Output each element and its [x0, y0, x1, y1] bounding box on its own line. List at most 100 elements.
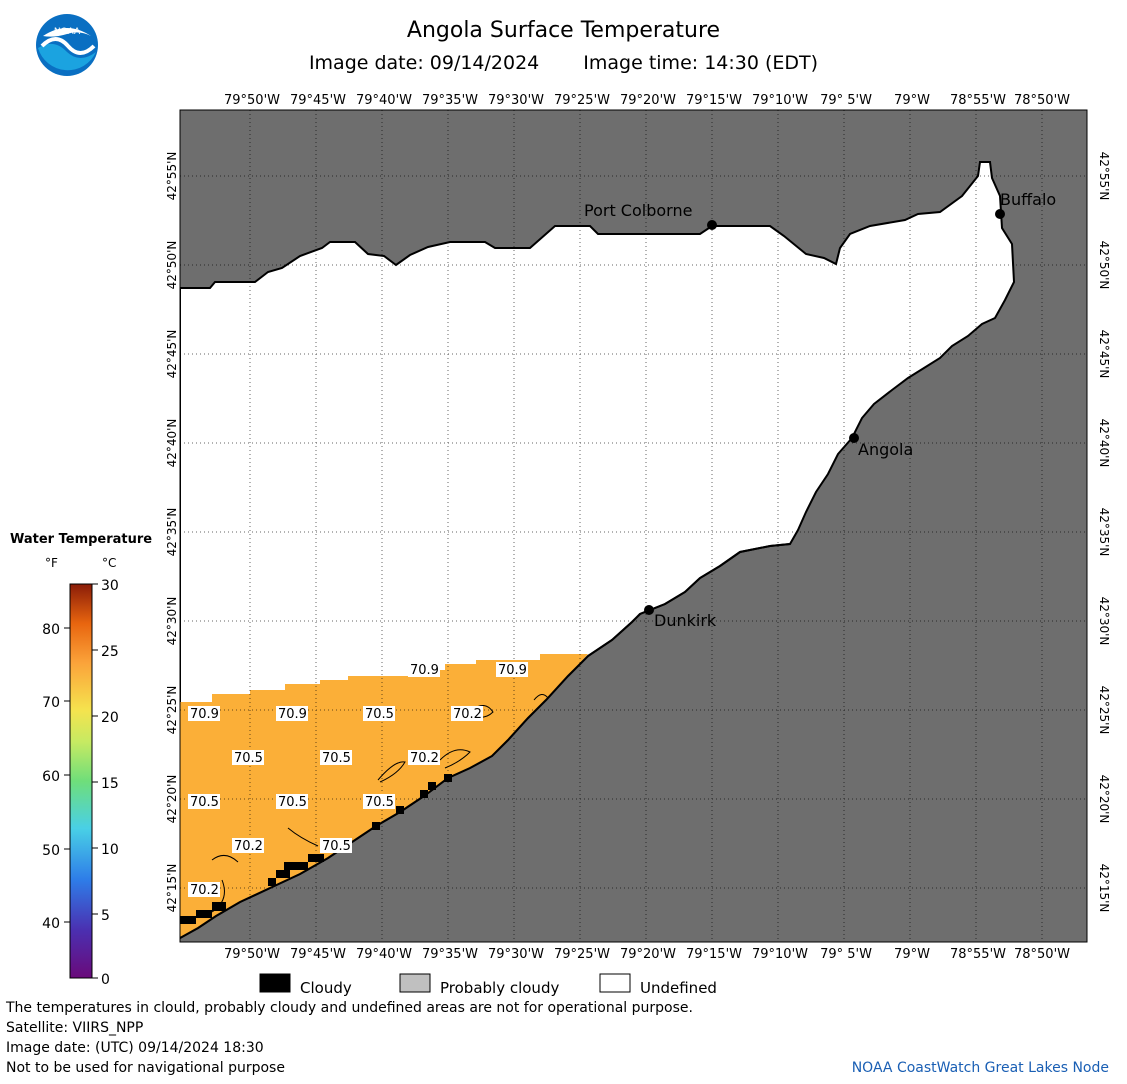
utc-date-text: Image date: (UTC) 09/14/2024 18:30 — [6, 1040, 264, 1056]
lon-label: 79°30'W — [488, 947, 544, 962]
temperature-label: 70.5 — [234, 751, 263, 766]
lat-label: 42°55'N — [1097, 152, 1111, 201]
lat-label: 42°50'N — [165, 241, 179, 290]
credit-link[interactable]: NOAA CoastWatch Great Lakes Node — [851, 1060, 1109, 1076]
lon-label: 78°55'W — [950, 947, 1006, 962]
angola-marker — [849, 433, 859, 443]
noaa-logo-icon: NOAA — [36, 14, 98, 76]
legend-c-tick: 0 — [101, 972, 110, 988]
place-label-dunkirk: Dunkirk — [654, 611, 717, 630]
lon-label: 79°10'W — [752, 947, 808, 962]
lon-label: 79°40'W — [356, 93, 412, 108]
lon-label: 79°35'W — [422, 947, 478, 962]
legend-c-tick: 20 — [101, 710, 119, 726]
cloud-key: Cloudy Probably cloudy Undefined — [259, 973, 717, 997]
temperature-label: 70.2 — [190, 883, 219, 898]
dunkirk-marker — [644, 605, 654, 615]
lon-label: 79° 5'W — [820, 947, 872, 962]
legend-f-ticks: 80 70 60 50 40 — [42, 622, 60, 932]
lat-label: 42°20'N — [1097, 775, 1111, 824]
navigation-warning: Not to be used for navigational purpose — [6, 1060, 285, 1076]
lon-label: 79°20'W — [620, 93, 676, 108]
legend-c-tick: 10 — [101, 842, 119, 858]
legend-c-ticks: 30 25 20 15 10 5 0 — [101, 578, 119, 988]
temperature-label: 70.5 — [365, 795, 394, 810]
temperature-label: 70.5 — [190, 795, 219, 810]
temperature-label: 70.2 — [453, 707, 482, 722]
lat-label: 42°35'N — [1097, 508, 1111, 557]
key-probably-cloudy-label: Probably cloudy — [440, 979, 559, 997]
lon-label: 79°50'W — [224, 93, 280, 108]
legend-f-tick: 60 — [42, 769, 60, 785]
legend-f-tick: 40 — [42, 916, 60, 932]
disclaimer-text: The temperatures in clould, probably clo… — [6, 1000, 693, 1016]
lon-label: 79°35'W — [422, 93, 478, 108]
lat-label: 42°55'N — [165, 152, 179, 201]
key-cloudy-swatch — [259, 973, 291, 993]
lon-label: 79°15'W — [686, 947, 742, 962]
legend-ticks — [64, 583, 98, 979]
temperature-label: 70.9 — [278, 707, 307, 722]
lat-label: 42°25'N — [165, 686, 179, 735]
legend-c-tick: 15 — [101, 776, 119, 792]
map-grid — [180, 110, 1087, 942]
legend-f-tick: 70 — [42, 695, 60, 711]
temperature-label: 70.9 — [498, 663, 527, 678]
lat-label: 42°25'N — [1097, 686, 1111, 735]
temperature-label: 70.9 — [410, 663, 439, 678]
key-undefined-swatch — [599, 973, 631, 993]
image-subtitle: Image date: 09/14/2024 Image time: 14:30 … — [0, 52, 1127, 74]
temperature-label: 70.5 — [278, 795, 307, 810]
legend-c-tick: 25 — [101, 644, 119, 660]
legend-c-tick: 5 — [101, 908, 110, 924]
lat-label: 42°40'N — [1097, 419, 1111, 468]
map-frame — [179, 109, 1088, 943]
lat-label: 42°20'N — [165, 775, 179, 824]
lon-labels-bottom: 79°50'W 79°45'W 79°40'W 79°35'W 79°30'W … — [224, 947, 1070, 962]
lat-label: 42°30'N — [165, 597, 179, 646]
lon-label: 79°W — [894, 947, 930, 962]
lat-label: 42°35'N — [165, 508, 179, 557]
legend-color-bar — [69, 583, 93, 979]
lon-label: 79°45'W — [290, 93, 346, 108]
temperature-label: 70.2 — [410, 751, 439, 766]
satellite-text: Satellite: VIIRS_NPP — [6, 1020, 144, 1036]
port-colborne-marker — [707, 220, 717, 230]
lat-label: 42°50'N — [1097, 241, 1111, 290]
lat-label: 42°45'N — [165, 330, 179, 379]
lon-label: 78°50'W — [1014, 947, 1070, 962]
lat-labels-left: 42°55'N 42°50'N 42°45'N 42°40'N 42°35'N … — [165, 152, 179, 913]
lon-labels-top: 79°50'W 79°45'W 79°40'W 79°35'W 79°30'W … — [224, 93, 1070, 108]
lat-labels-right: 42°55'N 42°50'N 42°45'N 42°40'N 42°35'N … — [1097, 152, 1111, 913]
lon-label: 79°30'W — [488, 93, 544, 108]
legend-unit-f: °F — [45, 556, 58, 570]
legend-f-tick: 80 — [42, 622, 60, 638]
isotherms — [211, 694, 549, 913]
temperature-label: 70.2 — [234, 839, 263, 854]
page-title: Angola Surface Temperature — [406, 18, 721, 43]
lon-label: 79°45'W — [290, 947, 346, 962]
lat-label: 42°45'N — [1097, 330, 1111, 379]
lon-label: 78°55'W — [950, 93, 1006, 108]
legend-f-tick: 50 — [42, 843, 60, 859]
lon-label: 79°25'W — [554, 947, 610, 962]
place-label-port-colborne: Port Colborne — [584, 201, 692, 220]
key-cloudy-label: Cloudy — [300, 979, 352, 997]
lon-label: 79°10'W — [752, 93, 808, 108]
lat-label: 42°40'N — [165, 419, 179, 468]
lon-label: 79°20'W — [620, 947, 676, 962]
logo-text: NOAA — [54, 27, 81, 37]
lat-label: 42°15'N — [1097, 864, 1111, 913]
lon-label: 79°15'W — [686, 93, 742, 108]
lon-label: 79°40'W — [356, 947, 412, 962]
temperature-label: 70.5 — [322, 751, 351, 766]
places: Port Colborne Buffalo Angola Dunkirk — [584, 190, 1056, 630]
temperature-label: 70.9 — [190, 707, 219, 722]
place-label-buffalo: Buffalo — [1000, 190, 1056, 209]
map-area: 70.9 70.9 70.9 70.9 70.5 70.2 70.5 70.5 … — [180, 110, 1087, 942]
lon-label: 79°25'W — [554, 93, 610, 108]
lon-label: 79° 5'W — [820, 93, 872, 108]
legend-title: Water Temperature — [10, 532, 153, 547]
place-label-angola: Angola — [858, 440, 913, 459]
